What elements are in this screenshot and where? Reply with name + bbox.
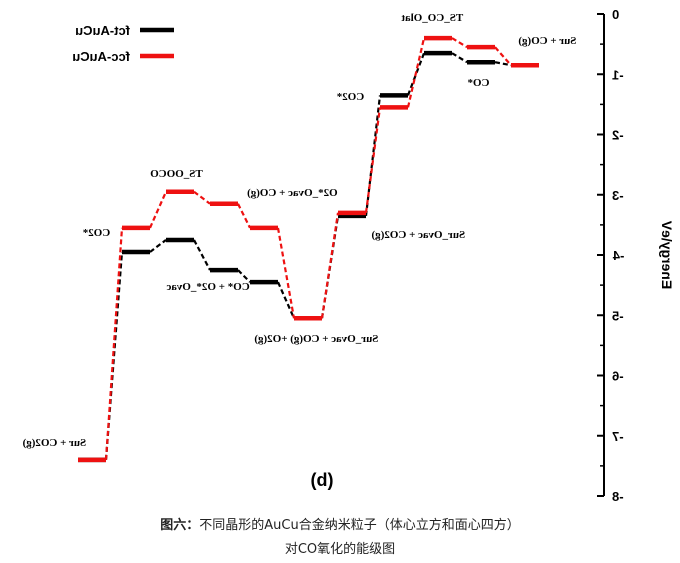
fcc-aucu-connector [193,190,211,205]
legend: fct-AuCu fcc-AuCu [72,23,174,64]
y-tick-label: -5 [612,308,624,323]
caption-line-1: 不同晶形的AuCu合金纳米粒子（体心立方和面心四方） [199,518,520,533]
y-tick-label: -6 [612,369,624,384]
state-label-a-sur-co: Sur + CO(g) [518,35,576,47]
y-tick-label: 0 [612,7,619,22]
fct-aucu-series [78,50,539,463]
caption-line-2: 对CO氧化的能级图 [284,542,396,557]
figure-caption-2: 对CO氧化的能级图 [0,538,680,557]
panel-label: (b) [311,470,334,490]
energy-axis: 0 -1 -2 -3 -4 -5 -6 -7 -8 Energy\eV [597,7,675,504]
fcc-aucu-connector [276,227,296,319]
state-label-a-co2-left: CO2* [82,227,110,239]
y-tick-label: -8 [612,489,624,504]
state-label-a-sur-co2: Sur + CO2(g) [22,437,86,449]
figure-caption: 图六：不同晶形的AuCu合金纳米粒子（体心立方和面心四方） [0,514,680,533]
fct-aucu-connector [276,281,296,319]
fct-aucu-connector [237,269,251,283]
state-label-a-sur-ovac-co2: Sur_Ovac + CO2(g) [371,229,465,241]
fcc-aucu-series [78,35,539,463]
state-label-a-co2-right: CO2* [336,91,364,103]
fcc-aucu-connector [364,107,382,213]
state-label-a-co-star: CO* [467,77,490,89]
fcc-aucu-connector [451,37,468,49]
caption-fig-label: 图六： [160,518,200,533]
y-tick-label: -4 [612,248,624,263]
state-label-a-ts-ooco: TS_OOCO [150,168,203,180]
y-axis-title: Energy\eV [659,220,675,289]
state-label-a-o2-ovac-co: O2*_Ovac + CO(g) [247,187,338,199]
y-tick-label: -7 [612,429,624,444]
fcc-aucu-connector [494,46,512,66]
fcc-aucu-connector [237,203,251,229]
fct-aucu-connector [494,61,512,67]
fct-aucu-connector [451,52,468,64]
state-labels: Sur + CO2(g) CO2* TS_OOCO CO* + O2*_Ovac Sur… [22,12,576,449]
legend-label: fcc-AuCu [72,49,130,64]
fcc-aucu-connector [320,212,340,319]
state-label-a-sur-ovac-co-o2: Sur_Ovac + CO(g) +O2(g) [254,333,378,345]
fct-aucu-connector [149,239,167,253]
y-tick-label: -1 [612,67,624,82]
state-label-a-co-o2-ovac: CO* + O2*_Ovac [166,281,249,293]
y-tick-label: -2 [612,128,624,143]
legend-label: fct-AuCu [75,23,130,38]
fcc-aucu-connector [406,37,426,108]
fcc-aucu-connector [148,191,168,229]
state-label-a-ts-co-olat: TS_CO_Olat [401,12,463,24]
energy-level-diagram: 0 -1 -2 -3 -4 -5 -6 -7 -8 Energy\eV Sur + CO2(g) C… [22,7,675,504]
y-tick-label: -3 [612,188,624,203]
fct-aucu-connector [193,239,211,271]
fcc-aucu-connector [104,227,124,460]
